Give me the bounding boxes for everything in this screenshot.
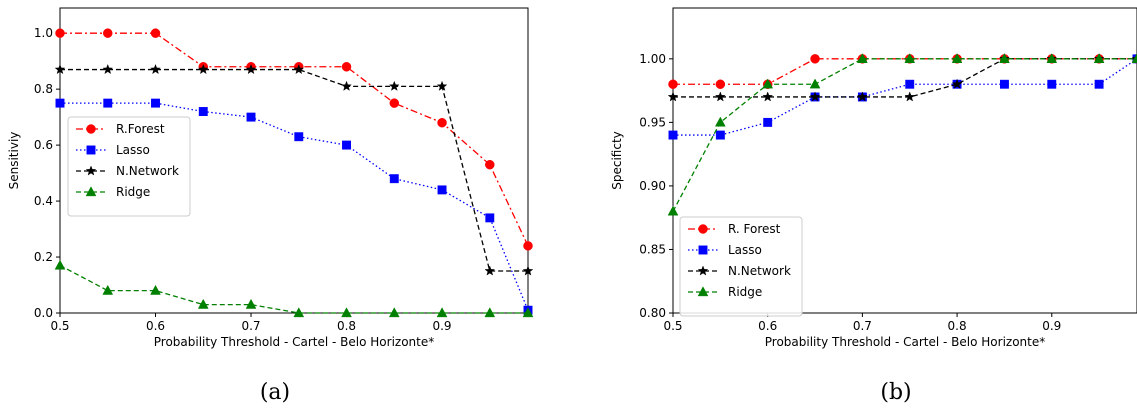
y-tick-label: 1.00 — [639, 52, 666, 66]
series-line — [60, 265, 528, 313]
data-point — [55, 260, 65, 269]
chart-panel-a: 0.5 0.6 0.7 0.8 0.9 0.0 0.2 0.4 0.6 0.8 1.0 Probabi… — [7, 8, 533, 405]
legend-label: R. Forest — [728, 222, 781, 236]
data-point — [716, 80, 725, 89]
data-point — [486, 214, 494, 222]
panel-caption: (a) — [260, 380, 290, 405]
x-tick-label: 0.9 — [432, 319, 451, 333]
data-point — [669, 131, 677, 139]
data-point — [247, 113, 255, 121]
plot-area — [668, 54, 1137, 216]
series-line — [673, 59, 1137, 97]
series-ridge — [55, 260, 533, 317]
data-point — [390, 81, 400, 90]
data-point — [485, 266, 495, 275]
data-point — [1000, 80, 1008, 88]
x-axis-label: Probability Threshold - Cartel - Belo Ho… — [765, 335, 1045, 349]
legend: R.Forest Lasso N.Network Ridge — [68, 117, 190, 216]
data-point — [56, 29, 65, 38]
legend-label: R.Forest — [116, 122, 165, 136]
y-tick-label: 0.4 — [34, 194, 53, 208]
x-tick-label: 0.9 — [1042, 319, 1061, 333]
legend-marker — [699, 246, 707, 254]
x-tick-label: 0.5 — [50, 319, 69, 333]
data-point — [151, 29, 160, 38]
x-tick-label: 0.5 — [663, 319, 682, 333]
data-point — [485, 308, 495, 317]
data-point — [151, 99, 159, 107]
y-tick-label: 0.85 — [639, 242, 666, 256]
legend-label: Lasso — [116, 143, 150, 157]
data-point — [1048, 80, 1056, 88]
series-ridge — [668, 54, 1137, 216]
data-point — [715, 117, 725, 126]
y-tick-label: 1.0 — [34, 26, 53, 40]
data-point — [811, 54, 820, 63]
data-point — [524, 241, 533, 250]
data-point — [390, 174, 398, 182]
data-point — [151, 65, 161, 74]
x-axis-label: Probability Threshold - Cartel - Belo Ho… — [154, 335, 434, 349]
data-point — [103, 65, 113, 74]
data-point — [716, 131, 724, 139]
data-point — [199, 107, 207, 115]
data-point — [810, 79, 820, 88]
series-r-forest — [669, 54, 1137, 88]
data-point — [485, 160, 494, 169]
legend-marker — [87, 146, 95, 154]
data-point — [342, 141, 350, 149]
x-tick-label: 0.6 — [146, 319, 165, 333]
x-tick-label: 0.7 — [241, 319, 260, 333]
chart-panel-b: 0.5 0.6 0.7 0.8 0.9 0.80 0.85 0.90 0.95 1.00 Proba… — [610, 8, 1137, 405]
y-tick-label: 0.90 — [639, 179, 666, 193]
data-point — [668, 206, 678, 215]
data-point — [716, 92, 726, 101]
legend-marker — [699, 225, 708, 234]
data-point — [438, 186, 446, 194]
y-tick-label: 0.0 — [34, 306, 53, 320]
data-point — [342, 62, 351, 71]
y-tick-label: 0.8 — [34, 82, 53, 96]
data-point — [1095, 80, 1103, 88]
data-point — [342, 308, 352, 317]
y-tick-label: 0.95 — [639, 115, 666, 129]
data-point — [295, 133, 303, 141]
y-tick-label: 0.6 — [34, 138, 53, 152]
data-point — [437, 308, 447, 317]
data-point — [342, 81, 352, 90]
y-axis-label: Specificty — [610, 131, 624, 190]
legend-label: Ridge — [116, 185, 150, 199]
data-point — [763, 118, 771, 126]
legend-label: Lasso — [728, 243, 762, 257]
data-point — [103, 29, 112, 38]
x-tick-label: 0.8 — [337, 319, 356, 333]
data-point — [104, 99, 112, 107]
data-point — [390, 99, 399, 108]
x-tick-label: 0.6 — [758, 319, 777, 333]
data-point — [56, 99, 64, 107]
data-point — [763, 92, 773, 101]
data-point — [389, 308, 399, 317]
legend: R. Forest Lasso N.Network Ridge — [680, 217, 802, 316]
legend-marker — [87, 125, 96, 134]
y-tick-label: 0.80 — [639, 306, 666, 320]
data-point — [905, 92, 915, 101]
data-point — [246, 299, 256, 308]
y-axis-label: Sensitiviy — [7, 132, 21, 190]
legend-label: N.Network — [728, 264, 791, 278]
legend-label: Ridge — [728, 285, 762, 299]
y-tick-label: 0.2 — [34, 250, 53, 264]
series-line — [673, 59, 1137, 212]
data-point — [438, 118, 447, 127]
data-point — [437, 81, 447, 90]
legend-label: N.Network — [116, 164, 179, 178]
panel-caption: (b) — [880, 380, 911, 405]
series-n-network — [668, 54, 1137, 101]
x-tick-label: 0.8 — [948, 319, 967, 333]
data-point — [906, 80, 914, 88]
x-tick-label: 0.7 — [853, 319, 872, 333]
data-point — [669, 80, 678, 89]
